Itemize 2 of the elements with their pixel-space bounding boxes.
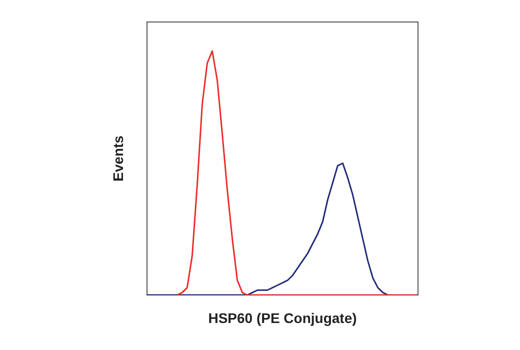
x-axis-title: HSP60 (PE Conjugate) <box>208 310 357 326</box>
y-axis-title: Events <box>110 135 126 182</box>
